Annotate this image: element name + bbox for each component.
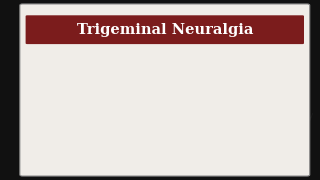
Text: Trigeminal Neuralgia: Trigeminal Neuralgia	[76, 23, 253, 37]
Text: •: •	[34, 52, 41, 62]
Text: division)– being most frequently involved, lower: division)– being most frequently involve…	[53, 128, 288, 138]
Text: shock like recurrent pain: shock like recurrent pain	[53, 71, 174, 81]
Text: cc: cc	[83, 138, 88, 143]
Text: trigeminal nerve that includes middle face (maxillary: trigeminal nerve that includes middle fa…	[53, 111, 314, 121]
Text: Pain is limited to the sensory distribution of: Pain is limited to the sensory distribut…	[53, 94, 267, 104]
Text: •: •	[34, 94, 41, 104]
Text: being least frequently involved: being least frequently involved	[53, 162, 205, 172]
Text: Sudden, usually unilateral Brief, stabbing , electric: Sudden, usually unilateral Brief, stabbi…	[53, 52, 301, 62]
Text: (mandibular division) & upper (ophthalmic division)–: (mandibular division) & upper (ophthalmi…	[53, 145, 311, 155]
